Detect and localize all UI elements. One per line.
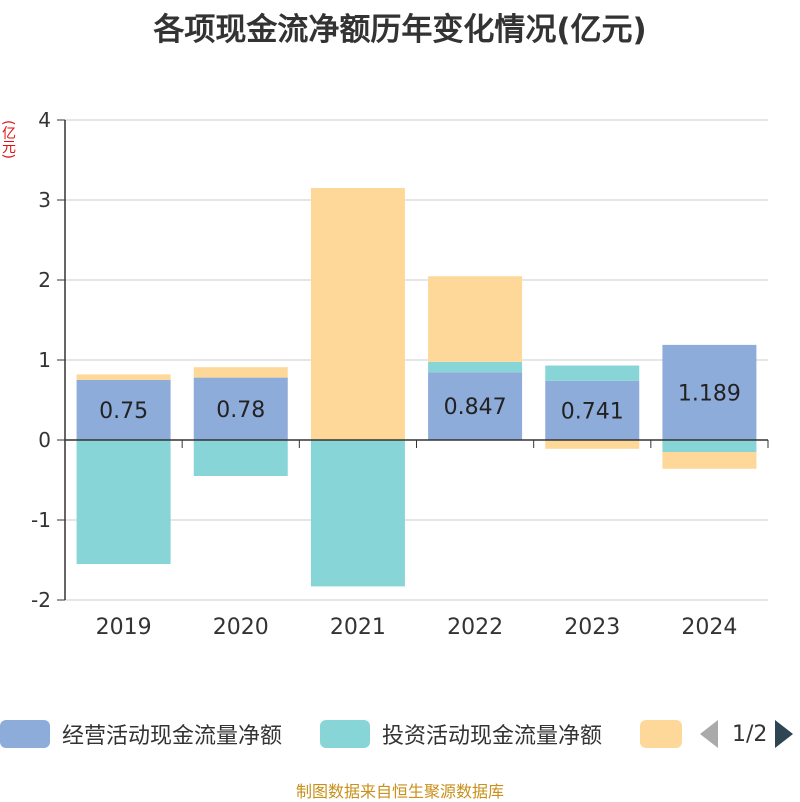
y-axis-unit: (亿元) [0, 120, 16, 159]
legend-item-operating[interactable]: 经营活动现金流量净额 [0, 714, 282, 754]
legend-label-operating: 经营活动现金流量净额 [62, 724, 283, 749]
bar-2019-series-2 [76, 374, 171, 380]
data-label-2020: 0.78 [216, 398, 265, 423]
bar-2023-series-1 [545, 365, 640, 381]
bar-series [76, 188, 757, 587]
bar-2024-series-0 [662, 344, 757, 440]
y-tick-label: -1 [31, 508, 51, 532]
bar-2021-series-2 [310, 188, 405, 440]
y-tick-label: -2 [31, 588, 51, 612]
axes: 4 3 2 1 0 -1 -2 2019 2020 2021 2022 2023 2024 [31, 108, 769, 640]
chart-title: 各项现金流净额历年变化情况(亿元) [153, 12, 647, 48]
bar-2023-series-2 [545, 440, 640, 449]
data-labels: 0.75 0.78 0.847 0.741 1.189 [99, 381, 741, 424]
bar-2020-series-1 [193, 440, 288, 476]
x-tick-label-2022: 2022 [447, 615, 503, 640]
bar-2019-series-1 [76, 440, 171, 564]
y-tick-label: 0 [38, 428, 51, 452]
bar-2020-series-0 [193, 377, 288, 440]
legend-pager: 1/2 [700, 714, 794, 754]
legend-swatch-operating [0, 720, 50, 748]
bar-2022-series-1 [428, 361, 523, 373]
legend-item-investing[interactable]: 投资活动现金流量净额 [320, 714, 602, 754]
x-tick-label-2023: 2023 [564, 615, 620, 640]
data-label-2022: 0.847 [444, 395, 507, 420]
y-tick-label: 3 [38, 188, 51, 212]
bar-2020-series-2 [193, 367, 288, 378]
legend-next-icon[interactable] [775, 720, 794, 748]
legend-swatch-financing [640, 720, 682, 748]
grid-lines [65, 119, 768, 601]
source-note: 制图数据来自恒生聚源数据库 [295, 782, 504, 801]
legend-page-indicator: 1/2 [732, 721, 768, 747]
x-tick-label-2019: 2019 [96, 615, 152, 640]
y-tick-label: 1 [38, 348, 51, 372]
bar-2023-series-0 [545, 380, 640, 440]
legend-prev-icon[interactable] [700, 720, 718, 748]
legend-item-financing[interactable] [640, 714, 694, 754]
data-label-2024: 1.189 [678, 381, 741, 406]
legend-swatch-investing [320, 720, 370, 748]
bar-2021-series-1 [310, 440, 405, 587]
y-tick-label: 4 [38, 108, 51, 132]
x-tick-label-2020: 2020 [213, 615, 269, 640]
data-label-2023: 0.741 [561, 399, 624, 424]
bar-2019-series-0 [76, 380, 171, 440]
data-label-2019: 0.75 [99, 399, 148, 424]
y-tick-label: 2 [38, 268, 51, 292]
x-tick-label-2021: 2021 [330, 615, 386, 640]
legend-label-investing: 投资活动现金流量净额 [382, 724, 603, 749]
bar-2022-series-2 [428, 276, 523, 362]
bar-2024-series-2 [662, 452, 757, 469]
bar-2022-series-0 [428, 372, 523, 440]
legend: 经营活动现金流量净额 投资活动现金流量净额 1/2 [0, 714, 800, 754]
bar-2024-series-1 [662, 440, 757, 452]
x-tick-label-2024: 2024 [681, 615, 737, 640]
